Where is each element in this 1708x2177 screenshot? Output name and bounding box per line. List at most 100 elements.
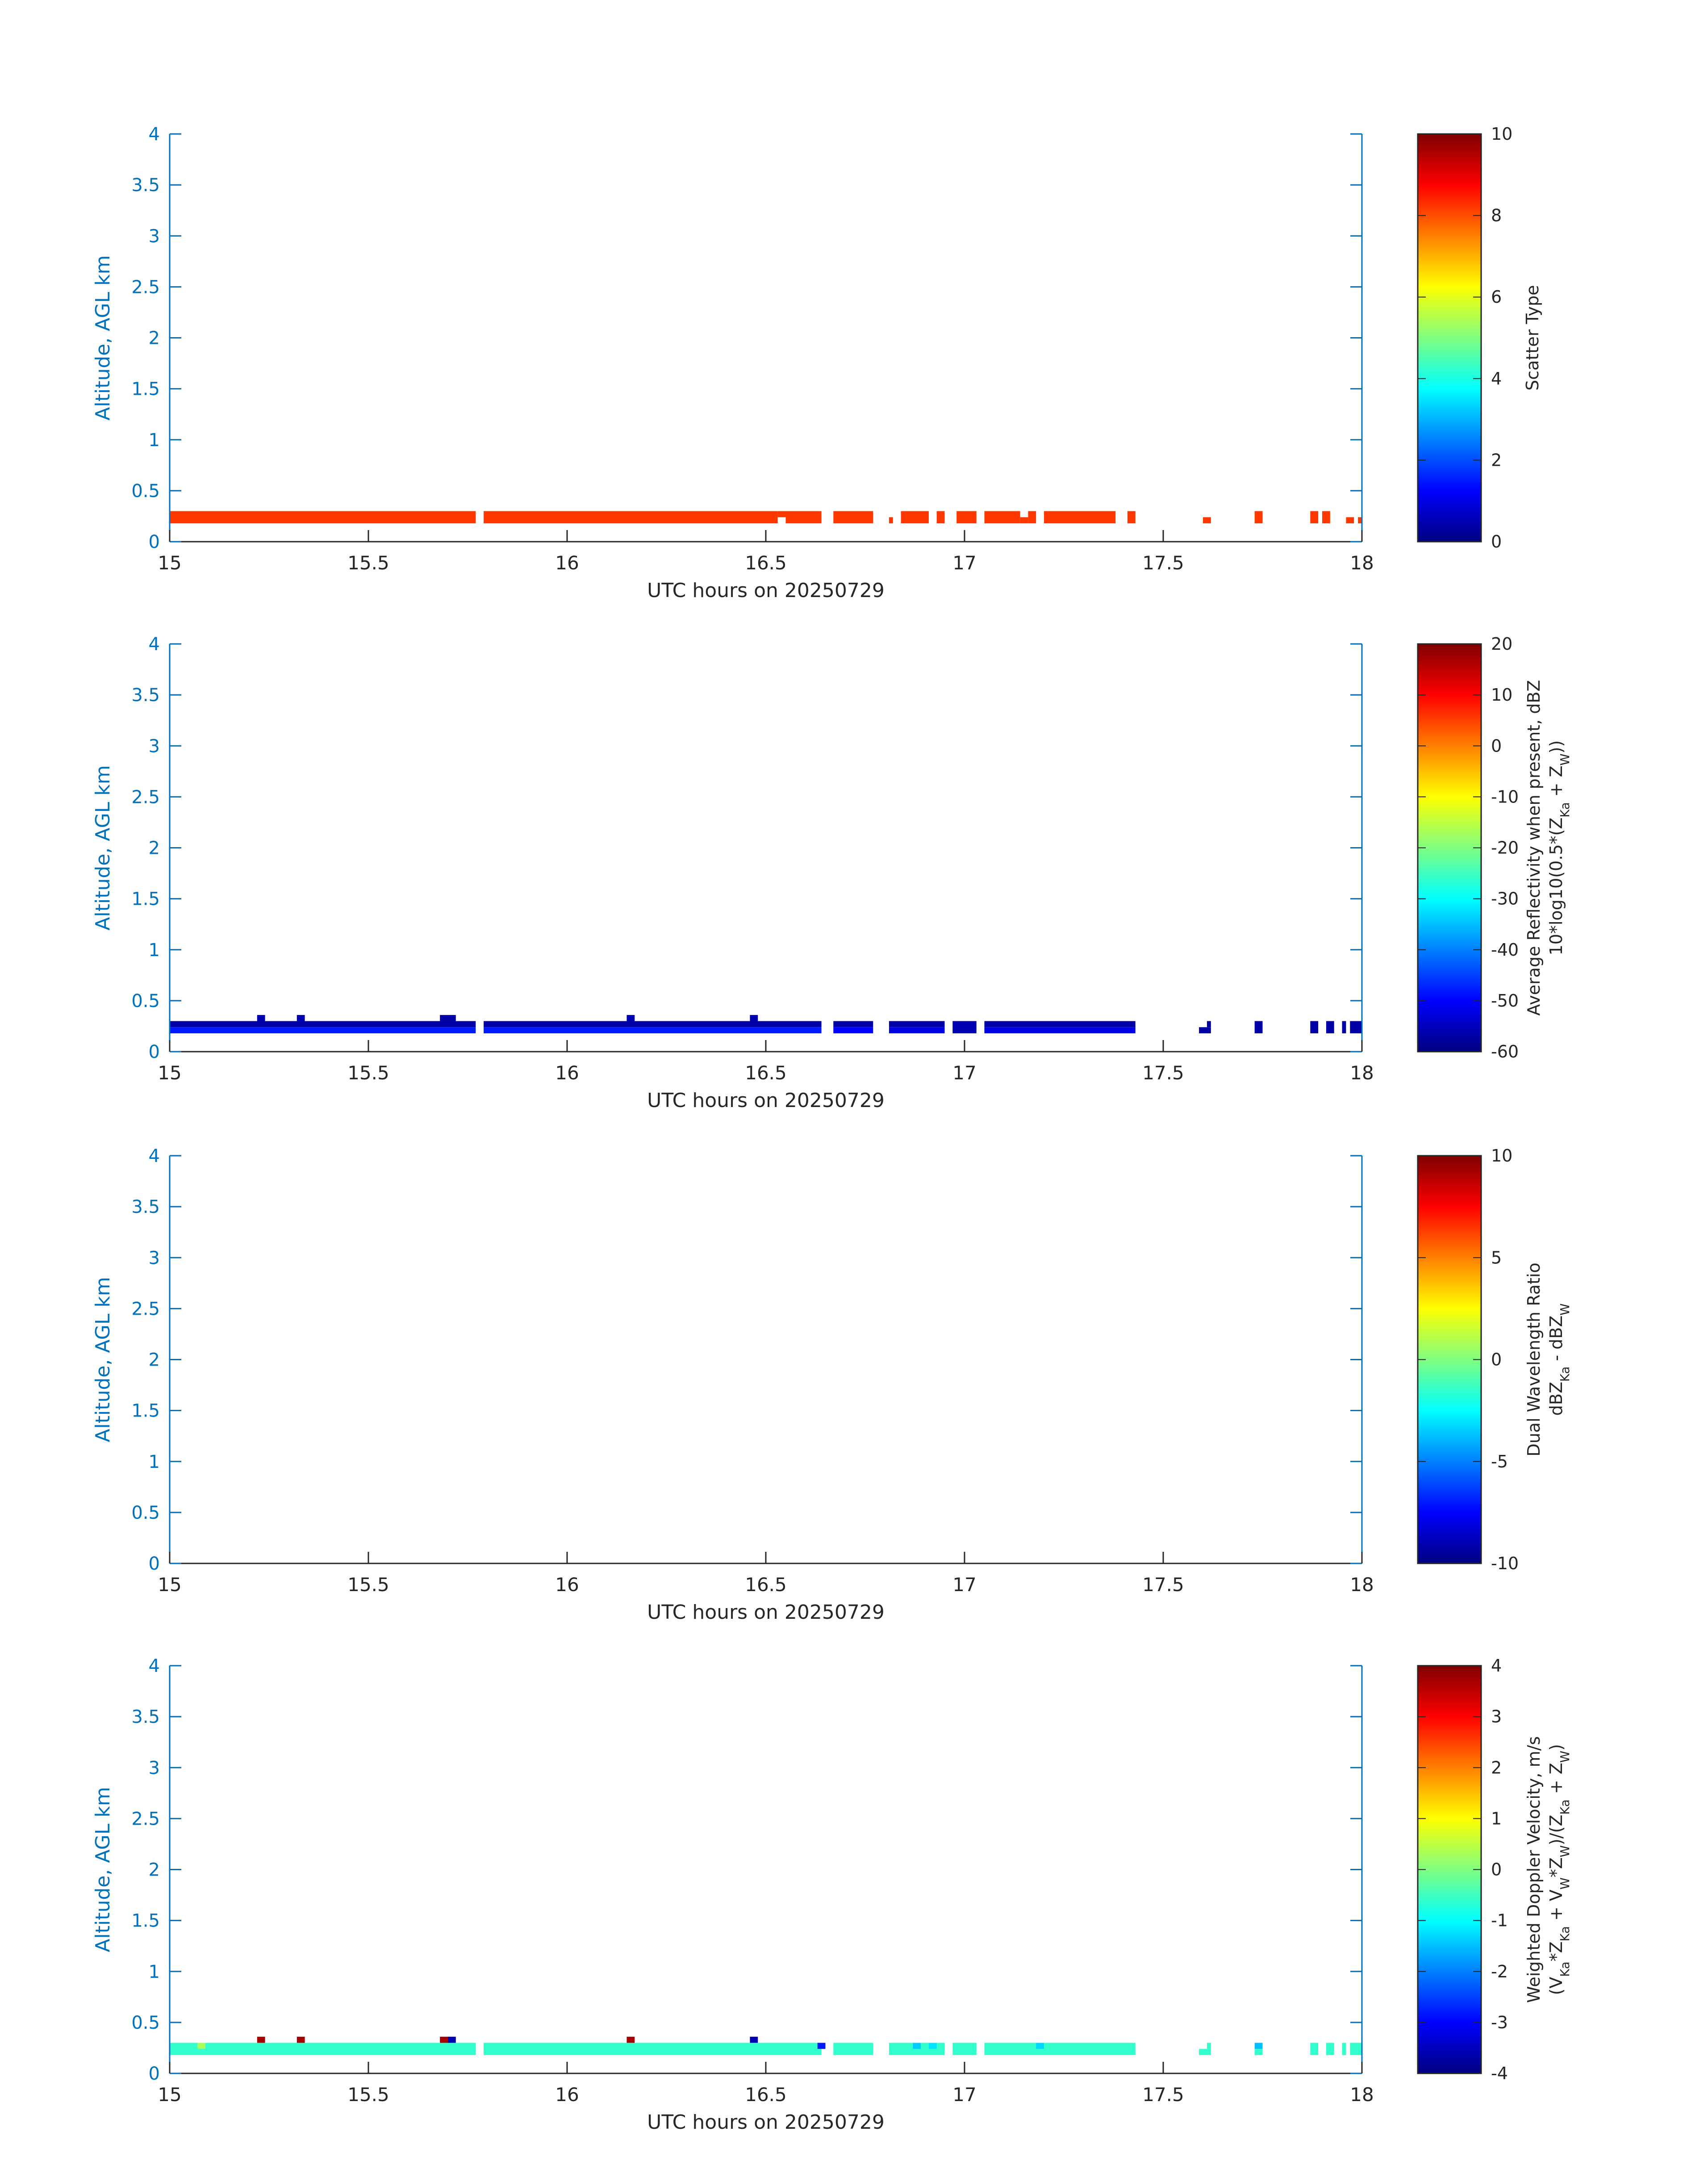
data-layer xyxy=(170,1015,1362,1033)
colorbar-tick-label: -10 xyxy=(1491,1554,1519,1573)
x-tick-label: 17 xyxy=(952,2084,976,2106)
x-axis-label: UTC hours on 20250729 xyxy=(647,1601,885,1624)
x-tick-label: 15.5 xyxy=(347,1062,389,1084)
data-cell xyxy=(889,1027,945,1033)
data-cell xyxy=(1254,511,1263,523)
data-cell xyxy=(785,511,822,523)
colorbar: -10 -5 0 5 10 Dual Wavelength Ratio dBZKa - dB… xyxy=(1417,1146,1572,1573)
colorbar-label: dBZKa - dBZW xyxy=(1546,1304,1572,1416)
colorbar-label: (VKa*ZKa + VW*ZW)/(ZKa + ZW) xyxy=(1546,1744,1572,1995)
data-cell xyxy=(1044,511,1116,523)
x-axis-label: UTC hours on 20250729 xyxy=(647,579,885,602)
data-cell xyxy=(1342,2043,1346,2055)
panel-scatter-type: 0 0.5 1 1.5 2 2.5 3 3.5 4 15 15.5 16 16.5 17 17.5 18 UTC… xyxy=(92,124,1542,602)
y-tick-label: 3.5 xyxy=(131,1707,160,1727)
x-tick-label: 15 xyxy=(158,2084,181,2106)
data-cell xyxy=(484,511,778,523)
data-cell xyxy=(1310,2043,1319,2055)
data-cell xyxy=(484,2043,822,2055)
y-axis-label: Altitude, AGL km xyxy=(92,1277,114,1442)
data-cell xyxy=(889,1021,945,1028)
data-cell xyxy=(626,1015,635,1021)
data-cell xyxy=(440,1015,456,1021)
x-tick-label: 18 xyxy=(1350,1574,1374,1596)
y-tick-label: 1 xyxy=(149,940,160,961)
y-tick-label: 0 xyxy=(149,1042,160,1062)
data-cell xyxy=(296,1015,305,1021)
y-tick-label: 3.5 xyxy=(131,1197,160,1217)
data-cell xyxy=(777,511,786,518)
y-tick-label: 4 xyxy=(149,1146,160,1166)
y-axis-label: Altitude, AGL km xyxy=(92,255,114,420)
data-cell xyxy=(440,2036,448,2043)
x-tick-label: 16 xyxy=(555,552,579,574)
x-tick-label: 16 xyxy=(555,1574,579,1596)
data-cell xyxy=(1350,1021,1362,1033)
panel-doppler-velocity: 0 0.5 1 1.5 2 2.5 3 3.5 4 15 15.5 16 16.5 17 17.5 18 UTC… xyxy=(92,1656,1572,2134)
data-cell xyxy=(984,2043,1136,2055)
panel-dual-wavelength-ratio: 0 0.5 1 1.5 2 2.5 3 3.5 4 15 15.5 16 16.5 17 17.5 18 UTC… xyxy=(92,1146,1572,1624)
data-cell xyxy=(1350,2043,1362,2055)
x-tick-label: 16.5 xyxy=(745,1574,787,1596)
y-tick-label: 1.5 xyxy=(131,889,160,910)
data-cell xyxy=(984,1021,1136,1028)
data-cell xyxy=(956,511,977,523)
x-tick-label: 15.5 xyxy=(347,1574,389,1596)
colorbar-tick-label: -30 xyxy=(1491,889,1519,909)
panel-reflectivity: 0 0.5 1 1.5 2 2.5 3 3.5 4 15 15.5 16 16.5 17 17.5 18 UTC… xyxy=(92,634,1572,1112)
colorbar-tick-label: 3 xyxy=(1491,1707,1502,1726)
data-cell xyxy=(1028,511,1036,523)
y-tick-label: 4 xyxy=(149,124,160,145)
data-cell xyxy=(1207,1021,1211,1028)
colorbar-tick-label: -40 xyxy=(1491,940,1519,960)
colorbar: -4 -3 -2 -1 0 1 2 3 4 Weighted Doppler Velocity, … xyxy=(1417,1656,1572,2083)
x-tick-label: 16.5 xyxy=(745,552,787,574)
y-tick-label: 2.5 xyxy=(131,277,160,297)
y-axis-label: Altitude, AGL km xyxy=(92,1787,114,1952)
data-layer xyxy=(170,511,1362,523)
data-cell xyxy=(952,1021,977,1033)
data-cell xyxy=(901,511,929,523)
colorbar-tick-label: -5 xyxy=(1491,1452,1508,1471)
x-tick-label: 17.5 xyxy=(1142,2084,1184,2106)
y-tick-label: 3 xyxy=(149,1248,160,1268)
colorbar-tick-label: 2 xyxy=(1491,1758,1502,1777)
data-cell xyxy=(1322,511,1330,523)
data-cell xyxy=(833,511,873,523)
data-cell xyxy=(984,511,1020,523)
x-tick-label: 17 xyxy=(952,552,976,574)
colorbar-tick-label: 6 xyxy=(1491,287,1502,307)
colorbar-label: Scatter Type xyxy=(1523,285,1542,390)
y-tick-label: 2 xyxy=(149,328,160,349)
y-tick-label: 0.5 xyxy=(131,2013,160,2033)
data-cell xyxy=(928,2043,937,2049)
colorbar: -60 -50 -40 -30 -20 -10 0 10 20 Average Reflectiv… xyxy=(1417,634,1572,1061)
x-axis-label: UTC hours on 20250729 xyxy=(647,2111,885,2134)
data-cell xyxy=(1199,1027,1211,1033)
data-cell xyxy=(484,1027,822,1033)
x-tick-label: 17 xyxy=(952,1062,976,1084)
colorbar-tick-label: 0 xyxy=(1491,1860,1502,1880)
colorbar-tick-label: 10 xyxy=(1491,685,1512,705)
colorbar-tick-label: 20 xyxy=(1491,634,1512,654)
y-tick-label: 2 xyxy=(149,838,160,859)
colorbar-tick-label: 0 xyxy=(1491,532,1502,552)
data-cell xyxy=(889,517,893,523)
x-tick-label: 17.5 xyxy=(1142,1062,1184,1084)
y-tick-label: 3 xyxy=(149,226,160,247)
y-tick-label: 2 xyxy=(149,1350,160,1371)
colorbar-gradient xyxy=(1417,643,1482,1053)
x-tick-label: 17.5 xyxy=(1142,552,1184,574)
colorbar-tick-label: -4 xyxy=(1491,2064,1508,2083)
data-cell xyxy=(1207,2043,1211,2049)
x-tick-label: 16 xyxy=(555,1062,579,1084)
y-tick-label: 1.5 xyxy=(131,379,160,400)
data-cell xyxy=(1254,2049,1263,2055)
y-tick-label: 0.5 xyxy=(131,1503,160,1523)
data-cell xyxy=(833,2043,873,2055)
x-tick-label: 15.5 xyxy=(347,2084,389,2106)
colorbar-tick-label: -10 xyxy=(1491,787,1519,806)
data-cell xyxy=(913,2043,921,2049)
colorbar-gradient xyxy=(1417,1665,1482,2074)
data-cell xyxy=(484,1021,822,1028)
